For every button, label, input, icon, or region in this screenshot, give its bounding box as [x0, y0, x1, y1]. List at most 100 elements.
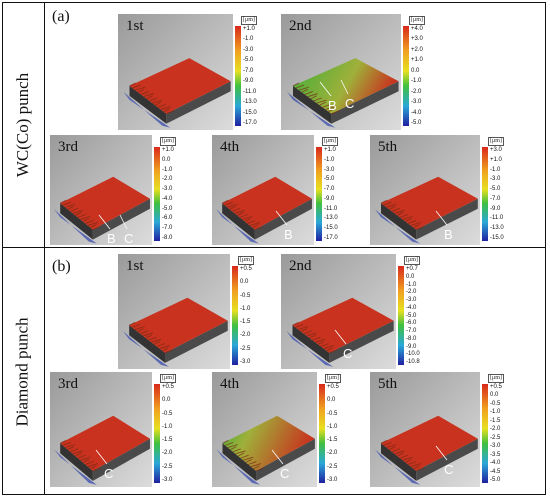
colorbar-tick-label: +0.5	[162, 384, 174, 390]
colorbar-tick-label: -3.0	[243, 46, 254, 53]
specimen-front-face	[60, 203, 93, 240]
edge-texture-7	[399, 454, 409, 459]
colorbar-unit: [μm]	[325, 374, 341, 383]
colorbar-tick-label: +0.7	[406, 266, 418, 272]
edge-texture-6	[237, 452, 245, 457]
edge-texture-7	[149, 97, 158, 102]
panel-title: 4th	[220, 376, 240, 392]
specimen-top-surface	[60, 415, 150, 471]
row-label-diamond: Diamond punch	[13, 316, 33, 427]
colorbar-unit: [μm]	[322, 137, 338, 146]
edge-texture-9	[319, 101, 326, 106]
edge-texture-10	[85, 461, 94, 465]
colorbar-tick-label: -4.5	[490, 468, 501, 475]
edge-texture-4	[70, 207, 79, 212]
colorbar-tick-label: -0.5	[490, 400, 501, 407]
colorbar-tick-label: -6.0	[406, 320, 417, 327]
colorbar-tick-label: -4.0	[406, 304, 417, 311]
colorbar-gradient	[482, 384, 488, 483]
edge-texture-1	[131, 323, 141, 328]
edge-texture-1	[62, 201, 71, 206]
edge-texture-1	[132, 84, 141, 89]
colorbar-tick-label: -8.0	[406, 335, 417, 342]
edge-texture-2	[227, 444, 238, 449]
edge-texture-2	[134, 326, 145, 331]
edge-texture-4	[304, 91, 313, 95]
specimen-side-face	[254, 198, 312, 240]
edge-texture-11	[249, 222, 260, 227]
edge-texture-2	[65, 203, 76, 208]
edge-texture-0	[292, 321, 299, 326]
surface-plot	[50, 372, 152, 487]
row-label-wc-co: WC(Co) punch	[13, 72, 32, 177]
colorbar-tick-label: -0.5	[162, 410, 173, 417]
edge-texture-2	[298, 326, 309, 331]
colorbar-tick-label: -5.0	[411, 120, 422, 126]
panel-title: 1st	[126, 18, 144, 34]
panel-title: 3rd	[58, 139, 78, 155]
figure-frame	[2, 2, 546, 495]
colorbar-tick-label: +1.0	[162, 147, 174, 153]
colorbar-gradient	[398, 266, 404, 365]
edge-texture-12	[90, 224, 97, 229]
colorbar-tick-label: -2.5	[162, 463, 173, 470]
edge-texture-3	[67, 446, 74, 451]
colorbar-tick-label: 0.0	[411, 67, 420, 74]
colorbar-tick-label: -13.0	[490, 225, 504, 232]
colorbar-tick-label: -7.0	[490, 195, 501, 202]
colorbar-tick-label: -3.0	[406, 297, 417, 303]
subfigure-label-a: (a)	[52, 8, 70, 25]
edge-texture-13	[164, 349, 174, 354]
panel-diamond-1st: [μm] +0.5 0.0 -0.5 -1.0 -1.5 -2.0 -2.5 -3.0 1st	[118, 254, 260, 369]
edge-texture-8	[402, 456, 413, 461]
region-mark-C: C	[345, 96, 355, 111]
edge-texture-6	[397, 452, 404, 457]
mark-pointer-0	[435, 445, 448, 461]
edge-texture-10	[156, 343, 165, 347]
panel-title: 4th	[220, 139, 240, 155]
edge-texture-0	[129, 82, 136, 87]
colorbar-tick-label: -1.5	[490, 417, 501, 424]
edge-texture-11	[325, 105, 336, 110]
colorbar-gradient	[482, 147, 488, 241]
panel-title: 1st	[126, 258, 144, 274]
edge-texture-5	[307, 93, 318, 98]
region-mark-C: C	[444, 462, 454, 477]
colorbar-unit: [μm]	[404, 256, 420, 265]
specimen-top-surface	[293, 58, 399, 114]
specimen-front-face	[222, 443, 257, 481]
specimen-front-face	[381, 443, 417, 481]
region-mark-B: B	[284, 227, 293, 242]
edge-texture-0	[221, 199, 229, 204]
colorbar	[482, 147, 488, 241]
colorbar-tick-label: +0.5	[240, 266, 252, 272]
edge-texture-0	[380, 199, 388, 204]
colorbar-tick-label: -5.0	[243, 57, 254, 64]
edge-texture-13	[254, 226, 264, 231]
panel-wc-5th: [μm] +3.0 +1.0 -1.0 -3.0 -5.0 -7.0 -9.0 -11.0 -13…	[370, 135, 510, 245]
panel-wc-4th: [μm] +1.0 -1.0 -3.0 -5.0 -7.0 -9.0 -11.0 -13.0 -1…	[212, 135, 344, 245]
edge-texture-11	[159, 345, 170, 350]
colorbar-tick-label: -2.0	[162, 450, 173, 457]
colorbar-tick-label: -3.0	[240, 359, 251, 365]
edge-texture-2	[227, 203, 238, 208]
edge-texture-4	[140, 330, 149, 335]
edge-texture-5	[72, 450, 83, 455]
colorbar-tick-label: 0.0	[240, 279, 249, 286]
region-mark-B: B	[328, 98, 337, 113]
edge-texture-6	[309, 334, 316, 339]
edge-texture-8	[80, 456, 91, 461]
edge-texture-2	[65, 444, 76, 449]
colorbar-tick-label: -3.0	[490, 443, 501, 450]
region-mark-C: C	[280, 466, 290, 481]
edge-texture-10	[322, 103, 331, 108]
specimen-side-face	[165, 320, 228, 363]
edge-texture-12	[162, 347, 169, 352]
specimen-top-surface	[381, 415, 478, 471]
edge-texture-6	[397, 211, 404, 216]
edge-texture-9	[405, 218, 412, 222]
edge-texture-12	[163, 108, 170, 113]
colorbar-tick-label: -5.0	[490, 477, 501, 483]
edge-texture-1	[224, 201, 233, 206]
colorbar-tick-label: -2.0	[406, 289, 417, 296]
